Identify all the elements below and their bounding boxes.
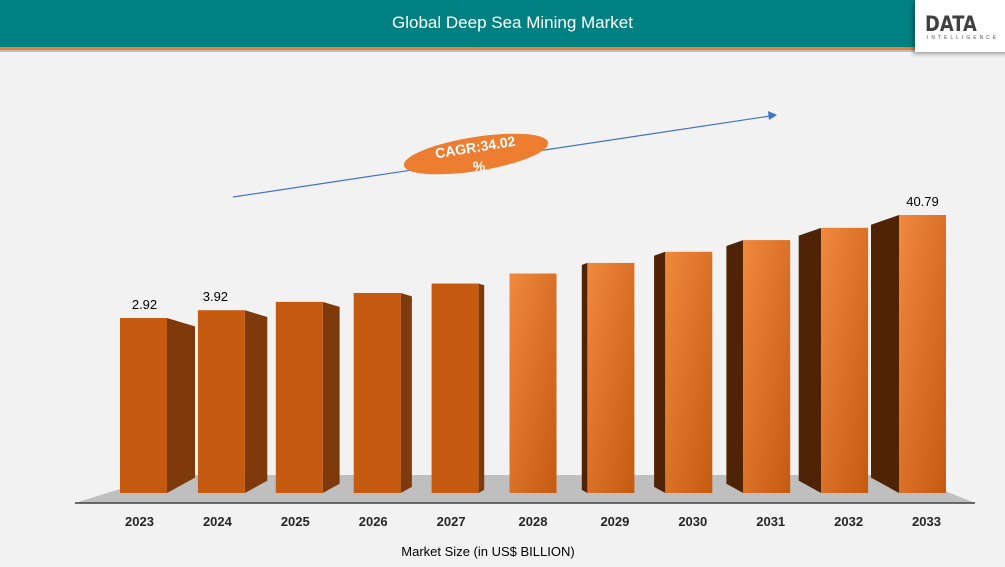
page-title: Global Deep Sea Mining Market — [392, 13, 633, 32]
bar-2023 — [120, 318, 167, 493]
bar-side-face — [400, 292, 412, 493]
bar-side-face — [322, 301, 340, 493]
bar-2027 — [431, 283, 479, 493]
x-tick-label: 2025 — [281, 514, 310, 529]
header-bar — [0, 0, 1005, 47]
logo: DATA INTELLIGENCE — [915, 0, 1005, 52]
bar-2029 — [587, 262, 635, 493]
x-axis-title: Market Size (in US$ BILLION) — [401, 544, 574, 559]
bar-side-face — [871, 215, 899, 493]
bar-side-face — [726, 240, 744, 493]
x-tick-label: 2027 — [437, 514, 466, 529]
logo-text: DATA — [925, 12, 977, 36]
x-tick-label: 2023 — [125, 514, 154, 529]
data-label: 3.92 — [203, 289, 228, 304]
bar-2033 — [899, 215, 946, 493]
trend-arrowhead — [768, 111, 777, 120]
data-label: 2.92 — [132, 297, 157, 312]
bar-side-face — [478, 283, 485, 493]
bar-2031 — [743, 240, 791, 493]
bar-side-face — [798, 227, 822, 493]
bar-side-face — [244, 310, 268, 493]
header-accent-line — [0, 47, 1005, 50]
logo-subtext: INTELLIGENCE — [927, 35, 1000, 41]
bar-2024 — [197, 310, 245, 493]
data-label: 40.79 — [906, 194, 939, 209]
bar-side-face — [581, 262, 588, 493]
x-tick-label: 2033 — [912, 514, 941, 529]
x-tick-label: 2031 — [756, 514, 785, 529]
cagr-percent: % — [473, 158, 486, 174]
bar-side-face — [654, 251, 666, 493]
cagr-ellipse — [403, 133, 549, 175]
x-tick-label: 2032 — [834, 514, 863, 529]
x-tick-label: 2030 — [678, 514, 707, 529]
x-tick-label: 2028 — [519, 514, 548, 529]
header-divider — [0, 50, 1005, 52]
bar-2025 — [275, 301, 323, 493]
x-tick-label: 2024 — [203, 514, 233, 529]
bar-side-face — [167, 318, 195, 493]
bar-2032 — [821, 227, 869, 493]
x-tick-label: 2026 — [359, 514, 388, 529]
bar-2028 — [509, 273, 557, 493]
bar-2030 — [665, 251, 713, 493]
x-tick-label: 2029 — [600, 514, 629, 529]
bar-2026 — [353, 292, 401, 493]
